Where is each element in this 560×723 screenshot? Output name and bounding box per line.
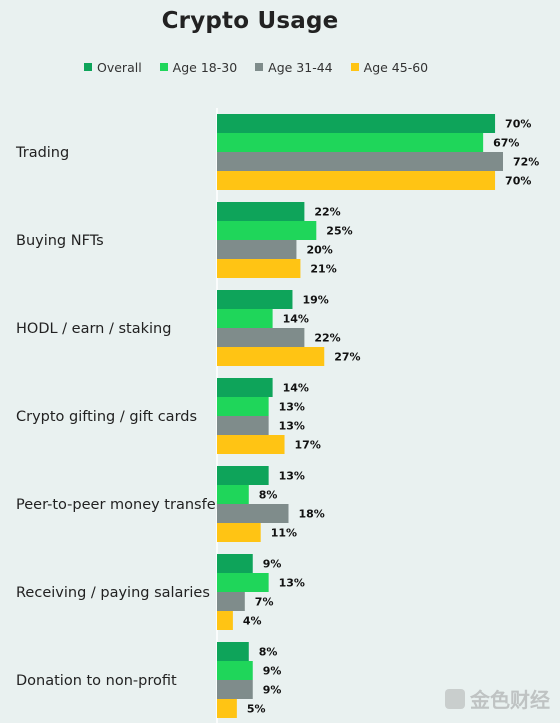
data-label: 13%	[279, 577, 305, 590]
category-label: Receiving / paying salaries	[16, 585, 210, 601]
bar	[217, 221, 317, 240]
bar	[217, 661, 253, 680]
legend-label: Age 31-44	[268, 59, 333, 75]
bar	[217, 259, 301, 278]
bar	[217, 378, 273, 397]
bar	[217, 554, 253, 573]
data-label: 7%	[255, 596, 274, 609]
legend-label: Age 45-60	[363, 59, 429, 75]
data-label: 70%	[505, 118, 531, 131]
legend: Overall Age 18-30 Age 31-44 Age 45-60	[84, 58, 428, 76]
bar	[217, 485, 249, 504]
data-label: 21%	[310, 263, 336, 276]
data-label: 11%	[271, 527, 297, 540]
bar	[217, 152, 503, 171]
data-label: 67%	[493, 137, 519, 150]
data-label: 9%	[263, 558, 282, 571]
bar	[217, 466, 269, 485]
bar	[217, 347, 325, 366]
data-label: 13%	[279, 420, 305, 433]
legend-swatch	[350, 63, 359, 71]
data-label: 14%	[283, 382, 309, 395]
data-label: 70%	[505, 175, 531, 188]
bar	[217, 290, 293, 309]
legend-item-1: Age 18-30	[159, 59, 238, 75]
bar	[217, 240, 297, 259]
legend-label: Overall	[97, 59, 142, 75]
data-label: 17%	[295, 439, 321, 452]
legend-label: Age 18-30	[172, 59, 238, 75]
data-label: 5%	[247, 703, 266, 716]
category-label: Crypto gifting / gift cards	[16, 409, 197, 425]
data-label: 8%	[259, 646, 278, 659]
bar	[217, 133, 484, 152]
legend-item-2: Age 31-44	[255, 59, 333, 75]
bar	[217, 642, 249, 661]
data-label: 22%	[314, 206, 340, 219]
data-label: 13%	[279, 470, 305, 483]
data-label: 14%	[283, 313, 309, 326]
legend-item-0: Overall	[84, 60, 142, 75]
bar	[217, 114, 496, 133]
legend-swatch	[255, 63, 264, 71]
bar	[217, 699, 237, 718]
category-label: HODL / earn / staking	[16, 321, 171, 337]
data-label: 25%	[326, 225, 352, 238]
legend-swatch	[84, 63, 92, 71]
category-label: Peer-to-peer money transfer	[16, 497, 222, 513]
data-label: 9%	[263, 684, 282, 697]
bar	[217, 309, 273, 328]
watermark-text: 金色财经	[470, 688, 550, 712]
bar	[217, 573, 269, 592]
bar	[217, 397, 269, 416]
data-label: 27%	[334, 351, 360, 364]
legend-swatch	[159, 63, 168, 71]
data-label: 4%	[243, 615, 262, 628]
bar	[217, 416, 269, 435]
bar	[217, 328, 305, 347]
category-label: Trading	[15, 145, 69, 161]
category-label: Donation to non-profit	[16, 673, 177, 689]
data-label: 72%	[513, 156, 539, 169]
bar	[217, 523, 261, 542]
data-label: 20%	[306, 244, 332, 257]
data-label: 18%	[299, 508, 325, 521]
watermark: 金色财经	[445, 684, 550, 713]
data-label: 19%	[302, 294, 328, 307]
bar	[217, 171, 496, 190]
category-label: Buying NFTs	[16, 233, 104, 249]
watermark-logo-icon	[445, 688, 465, 709]
data-label: 13%	[279, 401, 305, 414]
bar	[217, 611, 233, 630]
bar	[217, 592, 245, 611]
data-label: 22%	[314, 332, 340, 345]
bar	[217, 680, 253, 699]
chart-title: Crypto Usage	[161, 8, 339, 34]
bar	[217, 504, 289, 523]
data-label: 9%	[263, 665, 282, 678]
bar	[217, 202, 305, 221]
legend-item-3: Age 45-60	[350, 59, 429, 75]
data-label: 8%	[259, 489, 278, 502]
bar	[217, 435, 285, 454]
